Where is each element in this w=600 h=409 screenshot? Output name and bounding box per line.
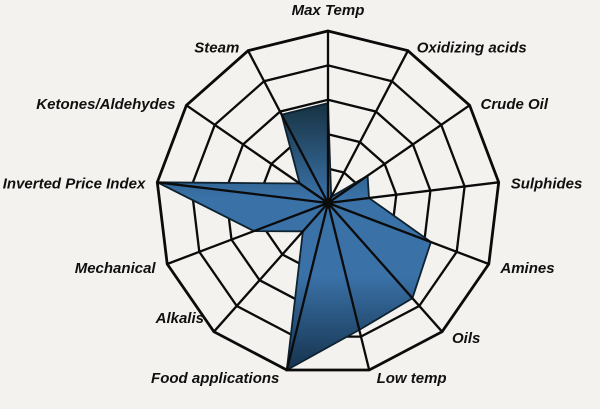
axis-spoke-9: [166, 201, 329, 266]
axis-spoke-5: [327, 202, 443, 333]
axis-label-inverted-price-index: Inverted Price Index: [3, 176, 146, 193]
axis-spoke-3: [327, 181, 499, 205]
axis-label-food-applications: Food applications: [151, 370, 279, 387]
axis-spoke-11: [185, 104, 329, 204]
axis-spoke-1: [326, 50, 409, 204]
axis-label-amines: Amines: [499, 260, 554, 277]
axis-label-ketones-aldehydes: Ketones/Aldehydes: [36, 96, 175, 113]
axis-label-mechanical: Mechanical: [75, 260, 157, 277]
axis-label-oxidizing-acids: Oxidizing acids: [417, 39, 527, 56]
axis-label-oils: Oils: [452, 330, 480, 347]
axis-spoke-12: [247, 50, 330, 204]
axis-label-sulphides: Sulphides: [511, 176, 583, 193]
data-polygon: [156, 102, 432, 372]
grid-ring-outer: [155, 29, 501, 372]
axis-spoke-6: [326, 202, 371, 371]
axis-label-crude-oil: Crude Oil: [481, 96, 549, 113]
axis-spoke-2: [327, 104, 471, 204]
axis-label-max-temp: Max Temp: [292, 2, 365, 19]
axis-label-steam: Steam: [194, 39, 239, 56]
axis-label-low-temp: Low temp: [377, 370, 447, 387]
axis-spoke-7: [285, 202, 330, 371]
axis-label-alkalis: Alkalis: [155, 310, 204, 327]
axis-spoke-4: [327, 201, 490, 266]
axis-spoke-10: [157, 181, 329, 205]
axis-spoke-8: [213, 202, 329, 333]
